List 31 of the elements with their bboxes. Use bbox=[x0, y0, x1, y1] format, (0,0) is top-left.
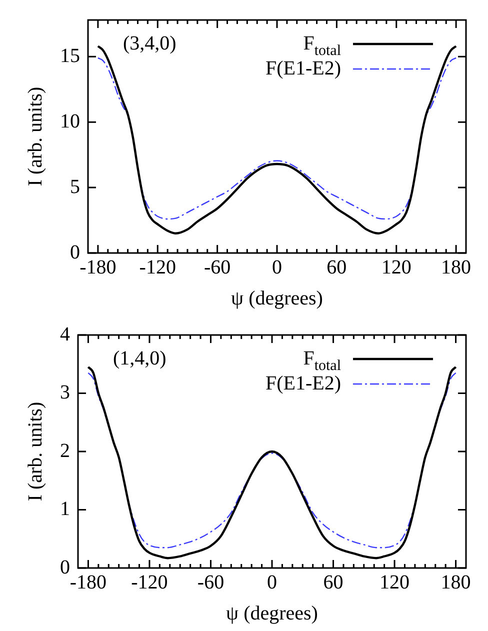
x-tick-label: 0 bbox=[267, 571, 277, 594]
x-tick-label: -180 bbox=[80, 256, 116, 278]
legend-label: F(E1-E2) bbox=[265, 372, 342, 394]
legend-label: F(E1-E2) bbox=[265, 57, 342, 80]
x-tick-label: 120 bbox=[381, 256, 412, 278]
annotation: (1,4,0) bbox=[113, 347, 166, 370]
y-tick-label: 10 bbox=[60, 110, 80, 132]
y-tick-label: 5 bbox=[70, 176, 80, 198]
x-tick-label: -120 bbox=[131, 571, 168, 594]
y-tick-label: 0 bbox=[70, 241, 80, 264]
y-tick-label: 2 bbox=[60, 440, 70, 462]
y-tick-label: 15 bbox=[60, 44, 80, 67]
x-tick-label: -60 bbox=[204, 256, 231, 278]
x-tick-label: -120 bbox=[139, 256, 176, 278]
x-tick-label: -180 bbox=[70, 571, 107, 594]
x-tick-label: 180 bbox=[440, 571, 471, 594]
x-tick-label: 60 bbox=[323, 571, 344, 594]
y-tick-label: 0 bbox=[60, 556, 70, 578]
y-tick-label: 3 bbox=[60, 382, 70, 404]
x-axis-title: ψ (degrees) bbox=[231, 287, 323, 310]
y-tick-label: 1 bbox=[60, 498, 70, 520]
x-tick-label: 60 bbox=[326, 256, 347, 278]
y-tick-label: 4 bbox=[60, 323, 70, 346]
annotation: (3,4,0) bbox=[123, 32, 176, 54]
x-tick-label: 180 bbox=[441, 256, 472, 278]
x-axis-title: ψ (degrees) bbox=[226, 602, 318, 624]
x-tick-label: -60 bbox=[197, 571, 224, 594]
y-axis-title: I (arb. units) bbox=[24, 402, 46, 502]
x-tick-label: 0 bbox=[272, 256, 282, 278]
x-tick-label: 120 bbox=[380, 571, 410, 594]
y-axis-title: I (arb. units) bbox=[24, 86, 46, 186]
